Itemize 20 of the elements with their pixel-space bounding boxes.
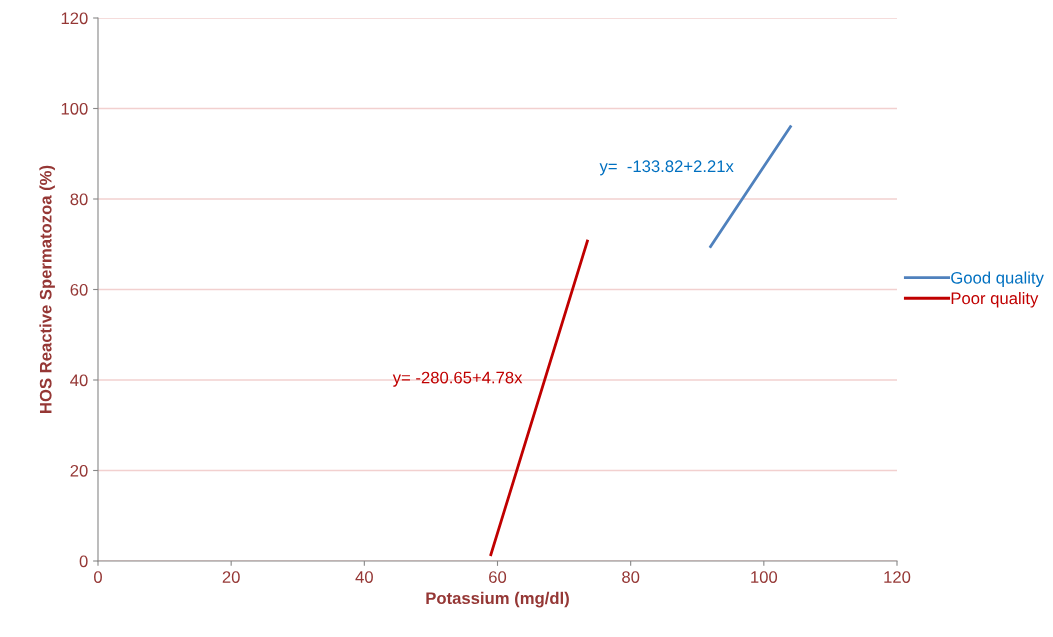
legend-label: Poor quality xyxy=(951,292,1039,308)
x-tick-label: 80 xyxy=(622,571,640,583)
y-tick-label: 100 xyxy=(61,102,88,115)
y-tick-label: 40 xyxy=(70,374,88,387)
x-tick-label: 60 xyxy=(489,571,507,583)
x-tick-label: 40 xyxy=(355,571,373,583)
x-tick-label: 100 xyxy=(751,571,778,583)
y-tick-label: 60 xyxy=(70,283,88,296)
y-tick-label: 20 xyxy=(70,464,88,477)
y-axis-title: HOS Reactive Spermatozoa (%) xyxy=(39,165,55,413)
y-tick-label: 80 xyxy=(70,193,88,206)
y-tick-label: 0 xyxy=(79,555,88,568)
x-tick-label: 20 xyxy=(222,571,240,583)
x-tick-label: 0 xyxy=(94,571,102,583)
annotation: y= -280.65+4.78x xyxy=(392,371,523,387)
annotation: y= -133.82+2.21x xyxy=(599,160,734,176)
x-axis-title: Potassium (mg/dl) xyxy=(426,591,569,608)
y-tick-label: 120 xyxy=(61,12,88,25)
x-tick-label: 120 xyxy=(884,571,911,583)
legend-label: Good quality xyxy=(951,271,1044,287)
